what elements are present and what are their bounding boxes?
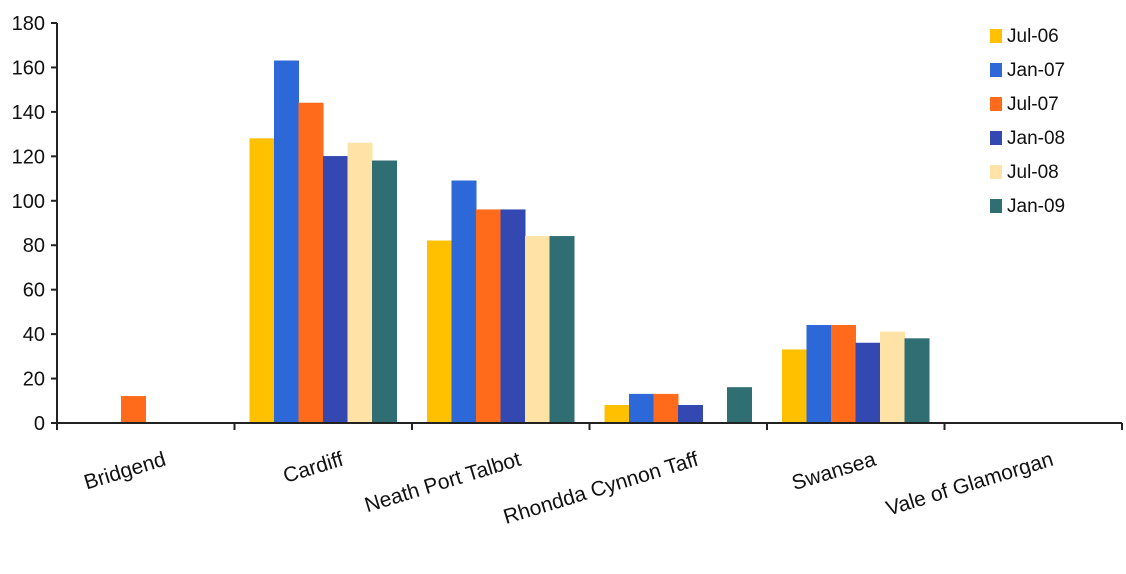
- y-tick-label: 100: [12, 191, 45, 213]
- bar-jul-07-swansea: [831, 324, 856, 424]
- bar-jul-07-neath-port-talbot: [476, 209, 501, 424]
- bar-jan-08-rhondda-cynnon-taff: [678, 404, 703, 424]
- bar-jul-07-rhondda-cynnon-taff: [653, 393, 679, 424]
- bar-jan-07-neath-port-talbot: [451, 180, 477, 424]
- legend-label: Jul-08: [1007, 162, 1059, 183]
- y-tick-label: 160: [12, 57, 45, 79]
- y-tick-label: 140: [12, 102, 45, 124]
- bar-jul-08-cardiff: [347, 142, 373, 424]
- legend-swatch: [990, 165, 1002, 179]
- legend-swatch: [990, 29, 1002, 43]
- bar-jul-08-swansea: [880, 331, 905, 424]
- y-tick-label: 120: [12, 146, 45, 168]
- x-category-label: Swansea: [789, 448, 879, 495]
- y-tick-label: 60: [23, 280, 45, 302]
- x-category-label: Bridgend: [81, 448, 168, 495]
- bar-jul-07-cardiff: [298, 102, 324, 424]
- x-category-label: Neath Port Talbot: [362, 448, 524, 517]
- bar-jul-06-rhondda-cynnon-taff: [604, 404, 630, 424]
- y-tick-label: 80: [23, 235, 45, 257]
- x-axis-ticks: Bridgend Cardiff Neath Port TalbotRhondda …: [56, 423, 1123, 529]
- bar-jul-06-neath-port-talbot: [427, 240, 452, 424]
- bar-jan-09-rhondda-cynnon-taff: [727, 387, 752, 424]
- bar-jan-07-rhondda-cynnon-taff: [629, 393, 654, 424]
- legend-label: Jul-06: [1007, 26, 1059, 47]
- legend-swatch: [990, 97, 1002, 111]
- y-tick-label: 180: [12, 13, 45, 35]
- legend-swatch: [990, 63, 1002, 77]
- bar-jan-09-swansea: [904, 338, 930, 424]
- y-axis-ticks: 0 20 40 60 80 100 120 140 160 180: [12, 13, 57, 435]
- bars-group: [121, 60, 930, 424]
- x-category-label: Vale of Glamorgan: [883, 448, 1056, 521]
- legend-label: Jan-07: [1007, 60, 1065, 81]
- legend-label: Jul-07: [1007, 94, 1059, 115]
- x-category-label: Cardiff: [280, 448, 346, 488]
- bar-jul-06-swansea: [782, 349, 807, 424]
- legend-label: Jan-08: [1007, 128, 1065, 149]
- bar-jan-09-cardiff: [372, 160, 397, 424]
- bar-jan-08-swansea: [855, 342, 881, 424]
- legend-swatch: [990, 199, 1002, 213]
- bar-jan-09-neath-port-talbot: [549, 236, 575, 424]
- legend: Jul-06 Jan-07 Jul-07 Jan-08 Jul-08 Jan-09: [990, 26, 1065, 217]
- bar-jul-07-bridgend: [121, 396, 146, 424]
- x-category-label: Rhondda Cynnon Taff: [501, 448, 701, 529]
- bar-jan-08-cardiff: [323, 156, 348, 424]
- legend-label: Jan-09: [1007, 196, 1065, 217]
- bar-jul-08-neath-port-talbot: [525, 236, 550, 424]
- y-tick-label: 20: [23, 369, 45, 391]
- bar-jan-07-cardiff: [274, 60, 299, 424]
- bar-jul-06-cardiff: [249, 138, 275, 424]
- legend-swatch: [990, 131, 1002, 145]
- bar-jan-07-swansea: [806, 324, 832, 424]
- bar-jan-08-neath-port-talbot: [500, 209, 526, 424]
- y-tick-label: 40: [23, 324, 45, 346]
- y-tick-label: 0: [34, 413, 45, 435]
